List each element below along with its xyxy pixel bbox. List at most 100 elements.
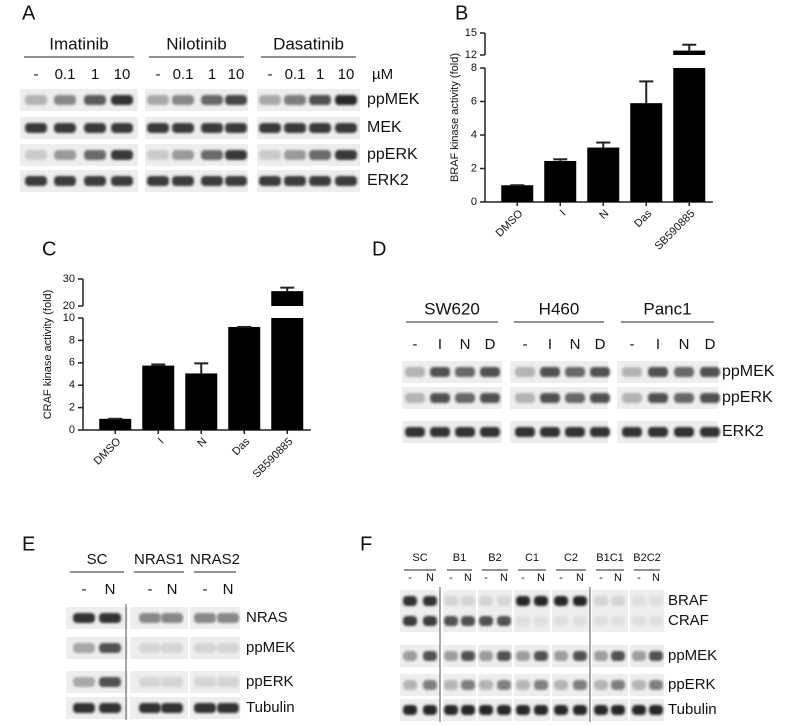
- blot-band: [335, 150, 357, 160]
- blot-band: [480, 427, 500, 437]
- blot-band: [403, 616, 417, 626]
- blot-strip: [257, 144, 360, 166]
- lane-label: -: [523, 336, 528, 353]
- row-label: Tubulin: [246, 699, 295, 716]
- group-label: C1: [525, 552, 539, 564]
- lane-label: 10: [338, 66, 355, 83]
- blot-strip: [630, 699, 664, 721]
- bar: [630, 103, 663, 202]
- group-label: SC: [412, 552, 427, 564]
- panel-label: D: [372, 238, 386, 260]
- blot-band: [611, 651, 625, 661]
- blot-strip: [592, 590, 628, 612]
- y-tick-label: 8: [69, 334, 75, 346]
- y-tick-label: 30: [63, 273, 75, 285]
- blot-band: [515, 367, 535, 377]
- blot-band: [611, 616, 625, 626]
- blot-band: [201, 95, 223, 105]
- blot-band: [84, 123, 106, 133]
- group-label: C2: [564, 552, 578, 564]
- blot-band: [172, 176, 194, 186]
- blot-band: [54, 150, 76, 160]
- blot-strip: [443, 590, 476, 612]
- blot-band: [632, 616, 646, 626]
- blot-strip: [478, 610, 512, 632]
- blot-band: [534, 651, 548, 661]
- blot-band: [622, 427, 642, 437]
- lane-label: N: [500, 572, 508, 584]
- blot-strip: [66, 671, 128, 693]
- bar: [673, 50, 706, 55]
- bar: [271, 291, 304, 306]
- row-label: MEK: [367, 119, 402, 136]
- blot-strip: [400, 674, 440, 696]
- blot-band: [147, 176, 169, 186]
- blot-band: [461, 680, 475, 690]
- blot-band: [99, 703, 121, 713]
- blot-band: [194, 703, 216, 713]
- blot-strip: [630, 645, 664, 667]
- blot-band: [111, 176, 133, 186]
- blot-band: [649, 596, 663, 606]
- lane-label: -: [630, 336, 635, 353]
- blot-band: [25, 123, 47, 133]
- blot-band: [225, 150, 247, 160]
- blot-band: [73, 703, 95, 713]
- y-axis-title: BRAF kinase activity (fold): [449, 53, 461, 182]
- panel-label: B: [455, 2, 468, 24]
- group-label: B2: [488, 552, 501, 564]
- blot-band: [611, 705, 625, 715]
- blot-strip: [400, 699, 440, 721]
- blot-strip: [20, 117, 138, 139]
- group-label: Nilotinib: [166, 34, 226, 53]
- blot-band: [309, 150, 331, 160]
- blot-band: [405, 393, 425, 403]
- blot-strip: [443, 610, 476, 632]
- blot-band: [516, 616, 530, 626]
- blot-band: [217, 643, 239, 653]
- lane-label: -: [413, 336, 418, 353]
- blot-band: [111, 95, 133, 105]
- blot-band: [516, 680, 530, 690]
- blot-strip: [443, 674, 476, 696]
- y-tick-label: 6: [69, 357, 75, 369]
- blot-strip: [514, 699, 550, 721]
- blot-strip: [514, 610, 550, 632]
- group-label: B1: [453, 552, 466, 564]
- blot-band: [565, 393, 585, 403]
- blot-band: [54, 95, 76, 105]
- row-label: ppERK: [367, 146, 418, 163]
- bar: [587, 147, 620, 202]
- blot-strip: [66, 607, 128, 629]
- blot-strip: [443, 645, 476, 667]
- blot-band: [139, 677, 161, 687]
- blot-band: [111, 150, 133, 160]
- lane-label: N: [460, 336, 471, 353]
- y-tick-label: 20: [63, 300, 75, 312]
- blot-band: [73, 613, 95, 623]
- blot-band: [461, 596, 475, 606]
- y-axis-title: CRAF kinase activity (fold): [42, 290, 54, 420]
- row-label: CRAF: [668, 612, 709, 629]
- blot-band: [590, 427, 610, 437]
- bar: [185, 373, 218, 430]
- blot-band: [648, 393, 668, 403]
- x-tick-label: Das: [632, 207, 655, 230]
- blot-band: [700, 367, 720, 377]
- panel-label: A: [22, 2, 36, 24]
- blot-band: [147, 150, 169, 160]
- blot-strip: [630, 590, 664, 612]
- blot-band: [430, 367, 450, 377]
- lane-label: N: [576, 572, 584, 584]
- blot-band: [25, 150, 47, 160]
- blot-band: [516, 596, 530, 606]
- row-label: ppMEK: [246, 639, 295, 656]
- blot-band: [161, 643, 183, 653]
- blot-band: [649, 616, 663, 626]
- group-label: H460: [539, 299, 580, 318]
- blot-band: [554, 651, 568, 661]
- blot-band: [497, 705, 511, 715]
- blot-band: [632, 680, 646, 690]
- group-label: SW620: [424, 299, 480, 318]
